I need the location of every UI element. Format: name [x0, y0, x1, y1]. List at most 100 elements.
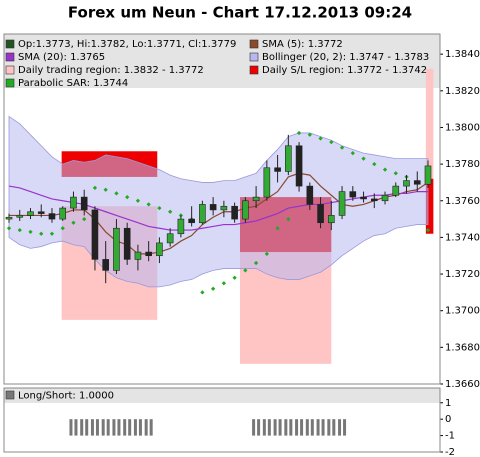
bar	[284, 419, 288, 436]
bar	[300, 419, 304, 436]
main-panel: 1.3660 1.3680 1.3700 1.3720 1.3740 1.3760 1.37…	[3, 33, 480, 390]
bar	[278, 419, 282, 436]
bar	[133, 419, 137, 436]
sar-dot	[243, 268, 248, 273]
region	[425, 68, 434, 179]
sar-dot	[49, 231, 55, 236]
y-tick-label: 1.3700	[445, 306, 480, 317]
candle-body	[113, 227, 120, 271]
candle-body	[209, 204, 217, 211]
bar	[273, 419, 277, 436]
bar	[144, 419, 148, 436]
sar-dot	[168, 209, 173, 214]
legend-swatch	[5, 39, 15, 49]
candle-body	[317, 204, 324, 224]
sar-dot	[28, 229, 33, 235]
legend-swatch	[249, 65, 259, 75]
bar	[295, 419, 299, 436]
candle-body	[274, 167, 281, 172]
candle-body	[392, 185, 400, 196]
y-tick-label: 1.3720	[445, 269, 480, 280]
candle-body	[295, 145, 303, 187]
candle-body	[220, 205, 228, 211]
candle-body	[263, 167, 271, 198]
bar	[338, 419, 342, 436]
y-tick-label: -1	[445, 431, 455, 442]
y-tick-label: 1.3800	[445, 122, 480, 133]
candle-body	[328, 215, 335, 224]
legend-label: Parabolic SAR: 1.3744	[18, 78, 128, 89]
y-tick-label: 1.3820	[445, 86, 480, 97]
y-tick-label: 1.3840	[445, 49, 480, 60]
legend-swatch	[5, 52, 15, 62]
bar	[90, 419, 94, 436]
sar-dot	[296, 130, 302, 136]
line	[8, 185, 428, 231]
bar	[123, 419, 127, 436]
legend-label: Daily trading region: 1.3832 - 1.3772	[18, 65, 204, 76]
bar	[267, 419, 271, 436]
sar-dot	[146, 202, 151, 207]
y-tick-label: 1.3680	[445, 342, 480, 353]
candle-body	[16, 215, 24, 218]
legend-label: SMA (20): 1.3765	[18, 52, 105, 63]
sar-dot	[307, 132, 312, 137]
bar	[289, 419, 293, 436]
sar-dot	[71, 220, 76, 225]
bar	[305, 419, 309, 436]
sar-dot	[135, 198, 141, 203]
bar	[262, 419, 266, 436]
plot-frame	[3, 33, 441, 385]
bar	[69, 419, 73, 436]
candle-body	[370, 198, 378, 202]
sar-dot	[60, 226, 65, 231]
sar-dot	[92, 185, 98, 191]
bar	[138, 419, 142, 436]
candle-body	[91, 209, 99, 260]
candle-body	[424, 165, 432, 185]
candle-body	[80, 196, 88, 211]
data-layer	[5, 68, 434, 364]
bar	[112, 419, 116, 436]
y-tick-label: 1.3780	[445, 159, 480, 170]
sar-dot	[103, 187, 108, 192]
legend-swatch	[249, 52, 259, 62]
candle-body	[5, 216, 13, 220]
candle-body	[306, 185, 314, 205]
bar	[106, 419, 110, 436]
candle-body	[102, 259, 109, 271]
bar	[149, 419, 153, 436]
candle-body	[188, 218, 195, 224]
candle-body	[349, 191, 357, 198]
legend-swatch	[5, 78, 15, 88]
sar-dot	[339, 145, 345, 150]
sar-dot	[382, 167, 388, 172]
sar-dot	[425, 227, 431, 233]
y-tick-label: -2	[445, 447, 455, 457]
candle-body	[403, 180, 410, 187]
sar-dot	[221, 281, 226, 286]
candle-body	[134, 251, 142, 260]
y-tick-label: 1	[445, 398, 451, 409]
sar-dot	[329, 139, 334, 145]
candle-body	[199, 204, 206, 224]
legend-background	[4, 34, 440, 88]
candle-body	[360, 196, 367, 200]
bar	[257, 419, 261, 436]
lower-panel: 1 0 -1 -2 Long/Short: 1.0000	[3, 387, 455, 457]
sar-dot	[393, 171, 398, 176]
candle-body	[381, 194, 389, 202]
candle-body	[413, 180, 421, 185]
candle-body	[177, 218, 185, 235]
y-tick-label: 1.3660	[445, 379, 480, 390]
y-tick-label: 0	[445, 414, 451, 425]
sar-dot	[125, 194, 130, 200]
sar-dot	[264, 251, 269, 257]
y-tick-label: 1.3740	[445, 232, 480, 243]
sar-dot	[318, 136, 323, 141]
bar	[321, 419, 325, 436]
legend-swatch	[5, 390, 15, 400]
sar-dot	[157, 205, 162, 211]
region	[425, 178, 434, 234]
